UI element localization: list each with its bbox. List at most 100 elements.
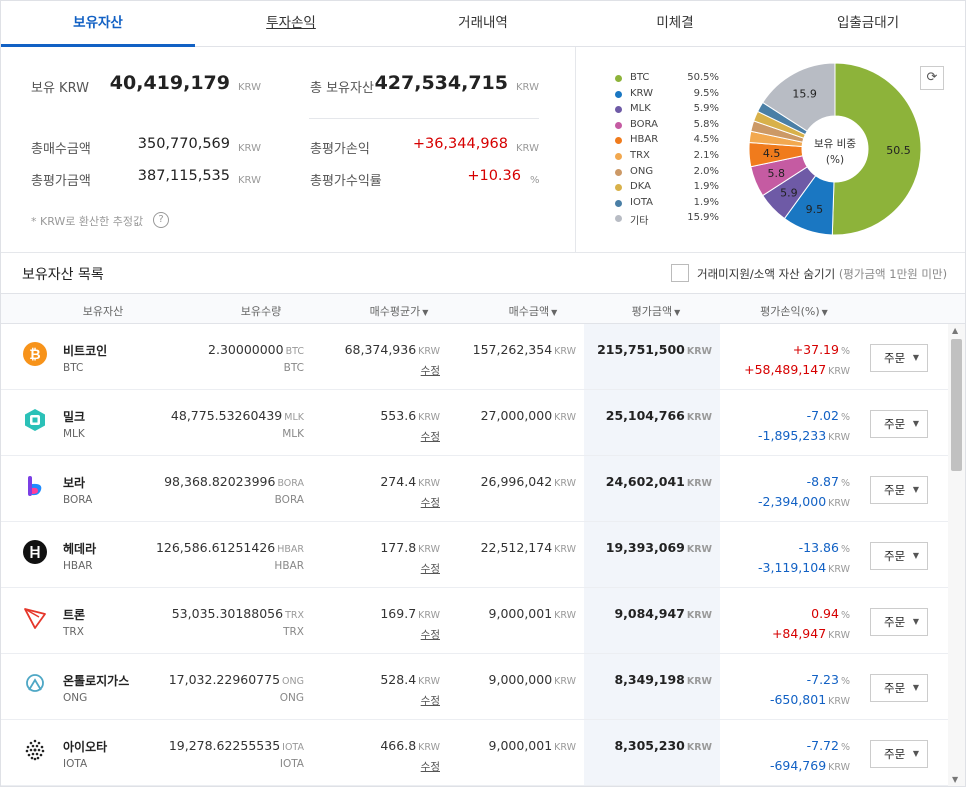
col-buy-amount[interactable]: 매수금액 ▼ — [493, 303, 573, 319]
eval-amount-unit: KRW — [686, 478, 712, 489]
order-button[interactable]: 주문 ▼ — [870, 608, 928, 636]
scroll-down-icon[interactable]: ▼ — [952, 775, 959, 784]
pl-amount: -2,394,000 KRW — [758, 494, 850, 509]
pie-slice-label: 15.9 — [792, 87, 817, 100]
hide-small-assets-label[interactable]: 거래미지원/소액 자산 숨기기 (평가금액 1만원 미만) — [697, 266, 947, 282]
order-button[interactable]: 주문 ▼ — [870, 410, 928, 438]
legend-name: TRX — [630, 149, 650, 161]
holdings-table-body: ₿ 비트코인 BTC 2.30000000 BTC BTC 68,374,936 KRW 수정 1… — [1, 324, 948, 786]
buy-amount: 157,262,354 KRW — [473, 342, 576, 357]
order-button-label: 주문 — [884, 417, 906, 431]
tab-holdings[interactable]: 보유자산 — [1, 1, 195, 47]
col-pl[interactable]: 평가손익(%) ▼ — [744, 303, 844, 319]
table-row: 헤데라 HBAR 126,586.61251426 HBAR HBAR 177.8 KRW 수… — [1, 522, 948, 588]
col-buy-amount-label: 매수금액 — [508, 305, 550, 318]
legend-dot-icon — [615, 75, 622, 82]
col-avg-price[interactable]: 매수평균가 ▼ — [354, 303, 444, 319]
krw-unit: KRW — [238, 82, 261, 93]
eval-amount-value: 8,349,198 — [614, 672, 685, 687]
pie-slice-label: 5.8 — [768, 167, 786, 180]
pl-amount: -650,801 KRW — [770, 692, 850, 707]
pl-percent-value: +37.19 — [792, 342, 839, 357]
refresh-icon[interactable]: ⟳ — [920, 66, 944, 90]
buy-amount-unit: KRW — [554, 676, 576, 687]
legend-value: 5.9% — [693, 103, 719, 115]
buy-amount-unit: KRW — [554, 544, 576, 555]
pl-percent-value: -8.87 — [806, 474, 839, 489]
ong-icon — [23, 672, 47, 696]
legend-dot-icon — [615, 106, 622, 114]
coin-symbol: ONG — [63, 692, 88, 704]
quantity-unit: ONG — [282, 676, 304, 687]
coin-symbol: MLK — [63, 428, 85, 440]
eval-amount-unit: KRW — [686, 544, 712, 555]
order-button[interactable]: 주문 ▼ — [870, 740, 928, 768]
tab-deposit-withdraw[interactable]: 입출금대기 — [836, 15, 900, 31]
edit-avg-price-link[interactable]: 수정 — [420, 497, 440, 509]
legend-value: 1.9% — [693, 181, 719, 193]
table-header: 보유자산 보유수량 매수평균가 ▼ 매수금액 ▼ 평가금액 ▼ 평가손익(%) ▼ — [1, 293, 965, 324]
edit-avg-price-link[interactable]: 수정 — [420, 629, 440, 641]
tab-investment-pl[interactable]: 투자손익 — [266, 15, 316, 31]
edit-avg-price-link[interactable]: 수정 — [420, 695, 440, 707]
total-rate-label: 총평가수익률 — [310, 174, 382, 189]
pie-slice-label: 50.5 — [886, 144, 911, 157]
legend-dot-icon — [615, 152, 622, 160]
vertical-scrollbar[interactable]: ▲ ▼ — [948, 324, 965, 786]
order-button[interactable]: 주문 ▼ — [870, 674, 928, 702]
eval-column-highlight — [584, 324, 720, 786]
legend-dot-icon — [615, 215, 622, 223]
tab-history[interactable]: 거래내역 — [458, 15, 508, 31]
scroll-thumb[interactable] — [951, 339, 962, 471]
pl-amount-unit: KRW — [828, 696, 850, 707]
allocation-legend: BTC 50.5% KRW 9.5% MLK 5.9% BORA 5.8% HBAR 4.5% TR… — [613, 71, 723, 227]
hide-label-sub: (평가금액 1만원 미만) — [838, 267, 948, 281]
quantity-symbol: IOTA — [279, 758, 304, 770]
eval-amount-unit: KRW — [686, 742, 712, 753]
order-button-label: 주문 — [884, 483, 906, 497]
edit-avg-price-link[interactable]: 수정 — [420, 431, 440, 443]
quantity-symbol: BTC — [283, 362, 304, 374]
legend-value: 15.9% — [687, 212, 719, 224]
pl-percent-unit: % — [840, 412, 850, 423]
table-row: 밀크 MLK 48,775.53260439 MLK MLK 553.6 KRW 수정 27,0… — [1, 390, 948, 456]
hbar-icon — [23, 540, 47, 564]
scroll-up-icon[interactable]: ▲ — [952, 326, 959, 335]
pl-amount-value: -650,801 — [769, 692, 827, 707]
sort-caret-icon: ▼ — [821, 308, 828, 317]
eval-amount-value: 19,393,069 — [605, 540, 685, 555]
pl-percent-value: 0.94 — [811, 606, 839, 621]
legend-item: MLK 5.9% — [613, 102, 723, 118]
edit-avg-price-link[interactable]: 수정 — [420, 563, 440, 575]
coin-symbol: BORA — [63, 494, 93, 506]
quantity-unit: IOTA — [282, 742, 304, 753]
buy-amount-unit: KRW — [554, 412, 576, 423]
order-button[interactable]: 주문 ▼ — [870, 476, 928, 504]
buy-amount-value: 26,996,042 — [480, 474, 553, 489]
total-buy-unit: KRW — [238, 143, 261, 154]
help-icon[interactable]: ? — [153, 212, 169, 228]
col-avg-price-label: 매수평균가 — [369, 305, 421, 318]
bora-icon — [23, 474, 47, 498]
order-button[interactable]: 주문 ▼ — [870, 542, 928, 570]
avg-price-unit: KRW — [418, 742, 440, 753]
btc-icon: ₿ — [23, 342, 47, 366]
legend-dot-icon — [615, 121, 622, 129]
chevron-down-icon: ▼ — [912, 551, 919, 560]
order-button[interactable]: 주문 ▼ — [870, 344, 928, 372]
quantity-value: 126,586.61251426 — [155, 540, 276, 555]
avg-price: 553.6 KRW — [380, 408, 440, 423]
tab-pending[interactable]: 미체결 — [656, 15, 694, 31]
svg-text:₿: ₿ — [29, 347, 40, 363]
edit-avg-price-link[interactable]: 수정 — [420, 761, 440, 773]
col-pl-label: 평가손익(%) — [760, 305, 820, 318]
estimate-note: * KRW로 환산한 추정값 — [31, 215, 144, 228]
quantity-symbol: HBAR — [274, 560, 304, 572]
edit-avg-price-link[interactable]: 수정 — [420, 365, 440, 377]
hide-small-assets-checkbox[interactable] — [671, 264, 689, 282]
buy-amount: 9,000,001 KRW — [489, 606, 576, 621]
total-pl-label: 총평가손익 — [310, 142, 370, 157]
legend-item: TRX 2.1% — [613, 149, 723, 165]
col-eval-amount[interactable]: 평가금액 ▼ — [611, 303, 701, 319]
